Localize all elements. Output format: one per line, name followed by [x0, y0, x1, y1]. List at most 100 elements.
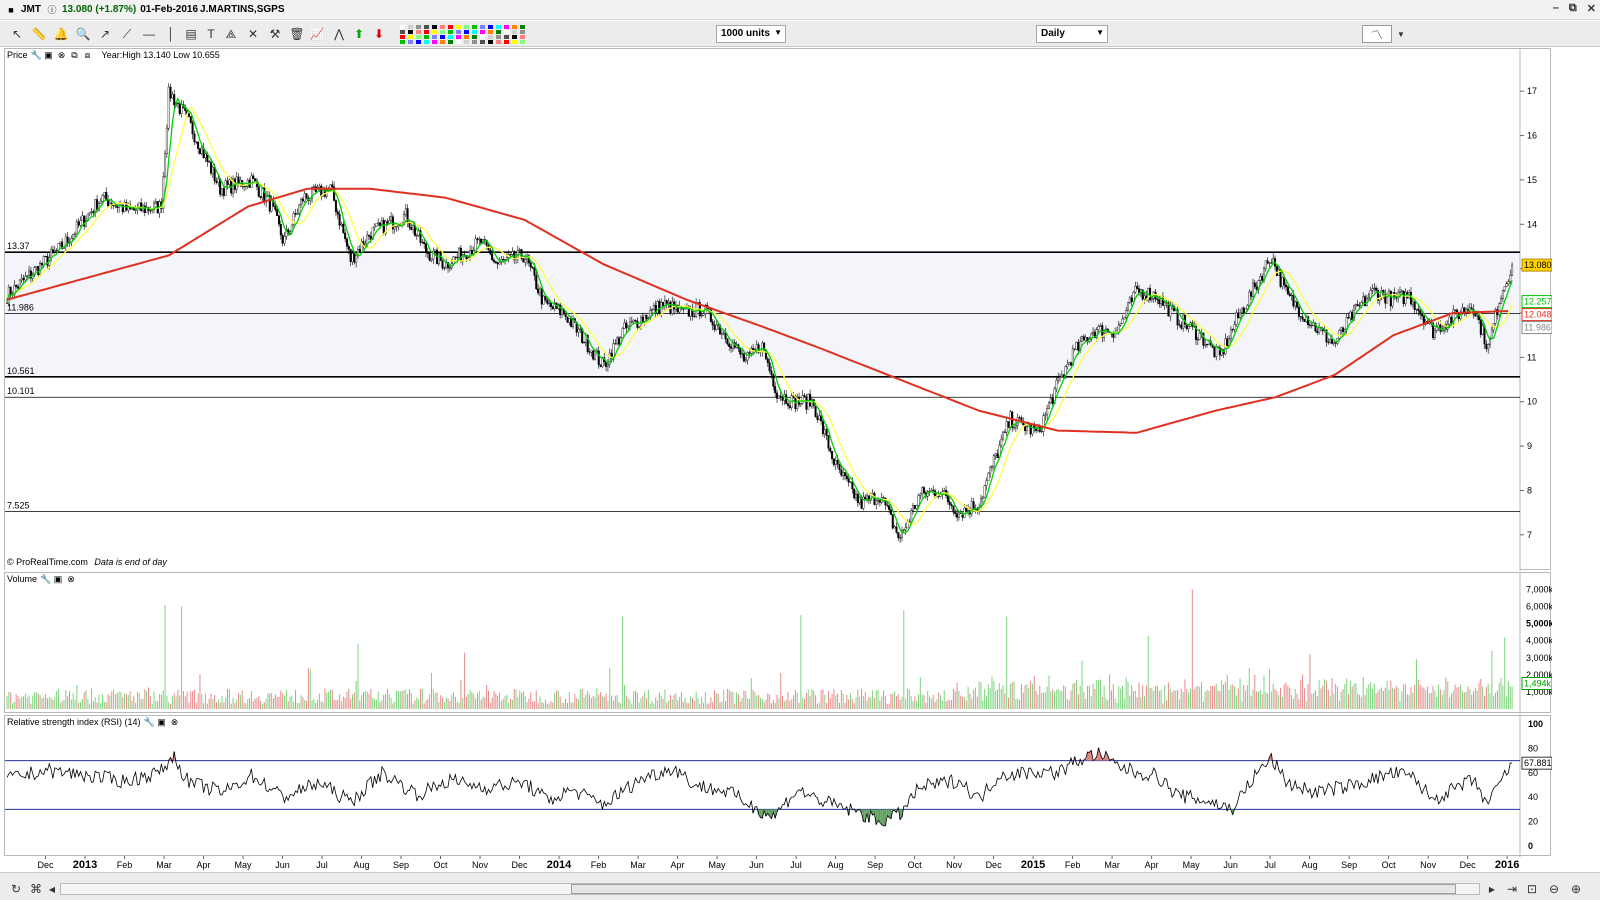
color-swatch[interactable]: [432, 25, 437, 29]
rsi-chart[interactable]: 0 20 40 60 80 100 67.881: [5, 716, 1552, 857]
color-swatch[interactable]: [504, 35, 509, 39]
color-swatch[interactable]: [440, 25, 445, 29]
color-swatch[interactable]: [408, 35, 413, 39]
zoom-magnifier-icon[interactable]: 🔍: [75, 27, 91, 41]
vertical-line-icon[interactable]: │: [167, 27, 175, 41]
ticker-label[interactable]: JMT: [21, 4, 41, 15]
trendline-icon[interactable]: ↗: [99, 27, 111, 41]
color-swatch[interactable]: [448, 40, 453, 44]
color-swatch[interactable]: [416, 25, 421, 29]
color-swatch[interactable]: [504, 40, 509, 44]
color-swatch[interactable]: [440, 40, 445, 44]
color-swatch[interactable]: [480, 35, 485, 39]
color-swatch[interactable]: [408, 25, 413, 29]
rsi-panel[interactable]: Relative strength index (RSI) (14) 🔧 ▣ ⊗…: [4, 715, 1552, 857]
binoculars-icon[interactable]: ⌘: [30, 882, 42, 896]
layers-icon[interactable]: ⧈: [84, 50, 91, 60]
remove-icon[interactable]: ⊗: [57, 50, 66, 60]
restore-icon[interactable]: ⧉: [1568, 2, 1577, 14]
buy-arrow-icon[interactable]: ⬆: [353, 27, 365, 41]
color-swatch[interactable]: [408, 30, 413, 34]
price-chart[interactable]: 789101112131415161713.3711.98610.56110.1…: [5, 49, 1552, 571]
zoom-out-icon[interactable]: ⊖: [1548, 882, 1560, 896]
chart-style-dropdown-icon[interactable]: ▼: [1397, 29, 1405, 39]
wrench-icon[interactable]: 🔧: [30, 50, 42, 60]
color-swatch[interactable]: [408, 40, 413, 44]
color-swatch[interactable]: [400, 25, 405, 29]
color-swatch[interactable]: [448, 25, 453, 29]
color-swatch[interactable]: [520, 40, 525, 44]
color-swatch[interactable]: [448, 35, 453, 39]
color-swatch[interactable]: [416, 35, 421, 39]
color-swatch[interactable]: [400, 35, 405, 39]
color-swatch[interactable]: [440, 35, 445, 39]
window-menu-icon[interactable]: ■: [8, 4, 14, 15]
bell-alert-icon[interactable]: 🔔: [53, 27, 69, 41]
color-swatch[interactable]: [416, 40, 421, 44]
color-swatch[interactable]: [464, 25, 469, 29]
window-icon[interactable]: ▣: [53, 574, 63, 584]
price-panel[interactable]: Price 🔧 ▣ ⊗ ⧉ ⧈ Year:High 13.140 Low 10.…: [4, 48, 1552, 571]
scroll-right-icon[interactable]: ▶: [1488, 884, 1496, 894]
color-swatch[interactable]: [464, 35, 469, 39]
window-icon[interactable]: ▣: [44, 50, 53, 60]
color-swatch[interactable]: [512, 40, 517, 44]
color-swatch[interactable]: [488, 25, 493, 29]
color-swatch[interactable]: [432, 35, 437, 39]
tools-wrench-icon[interactable]: ⚒: [269, 27, 281, 41]
ray-line-icon[interactable]: ⟋: [122, 26, 132, 41]
color-swatch[interactable]: [456, 35, 461, 39]
color-swatch[interactable]: [424, 30, 429, 34]
window-icon[interactable]: ▣: [157, 717, 166, 727]
pointer-tool-icon[interactable]: ↖: [11, 27, 23, 41]
remove-icon[interactable]: ⊗: [67, 574, 75, 584]
color-swatch[interactable]: [464, 30, 469, 34]
color-swatch[interactable]: [432, 30, 437, 34]
color-swatch[interactable]: [416, 30, 421, 34]
trash-icon[interactable]: 🗑: [289, 27, 305, 41]
color-swatch[interactable]: [440, 30, 445, 34]
units-select[interactable]: 1000 units ▼: [716, 25, 786, 43]
color-swatch[interactable]: [448, 30, 453, 34]
color-palette[interactable]: [400, 25, 528, 45]
channel-icon[interactable]: ▤: [185, 27, 197, 41]
fibonacci-icon[interactable]: ⟁: [225, 26, 237, 41]
color-swatch[interactable]: [464, 40, 469, 44]
color-swatch[interactable]: [480, 40, 485, 44]
color-swatch[interactable]: [488, 30, 493, 34]
color-swatch[interactable]: [456, 30, 461, 34]
color-swatch[interactable]: [456, 40, 461, 44]
sell-arrow-icon[interactable]: ⬇: [373, 27, 385, 41]
color-swatch[interactable]: [488, 40, 493, 44]
scrollbar-thumb[interactable]: [571, 884, 1456, 894]
volume-panel[interactable]: Volume 🔧 ▣ ⊗ 1,000k 2,000k 3,000k 4,000k 5,0…: [4, 572, 1552, 714]
color-swatch[interactable]: [488, 35, 493, 39]
color-swatch[interactable]: [520, 25, 525, 29]
color-swatch[interactable]: [472, 40, 477, 44]
text-tool-icon[interactable]: T: [207, 27, 215, 41]
ruler-icon[interactable]: 📏: [31, 27, 47, 41]
color-swatch[interactable]: [472, 35, 477, 39]
info-icon[interactable]: ⓘ: [47, 5, 57, 15]
color-swatch[interactable]: [424, 25, 429, 29]
remove-icon[interactable]: ⊗: [170, 717, 179, 727]
zoom-in-icon[interactable]: ⊕: [1570, 882, 1582, 896]
time-scrollbar[interactable]: [60, 883, 1480, 895]
color-swatch[interactable]: [520, 35, 525, 39]
color-swatch[interactable]: [480, 25, 485, 29]
indicator-chart-icon[interactable]: 📈: [309, 27, 325, 41]
volume-chart[interactable]: 1,000k 2,000k 3,000k 4,000k 5,000k 6,000k 7,00…: [5, 573, 1552, 714]
color-swatch[interactable]: [400, 30, 405, 34]
period-select[interactable]: Daily ▼: [1036, 25, 1108, 43]
chart-style-icon[interactable]: 〽: [1362, 25, 1392, 43]
color-swatch[interactable]: [496, 35, 501, 39]
color-swatch[interactable]: [472, 30, 477, 34]
scroll-end-icon[interactable]: ⇥: [1506, 882, 1518, 896]
color-swatch[interactable]: [496, 25, 501, 29]
duplicate-icon[interactable]: ⧉: [71, 50, 78, 60]
parallel-icon[interactable]: ✕: [247, 27, 259, 41]
color-swatch[interactable]: [504, 30, 509, 34]
refresh-icon[interactable]: ↻: [10, 882, 22, 896]
color-swatch[interactable]: [512, 25, 517, 29]
color-swatch[interactable]: [456, 25, 461, 29]
